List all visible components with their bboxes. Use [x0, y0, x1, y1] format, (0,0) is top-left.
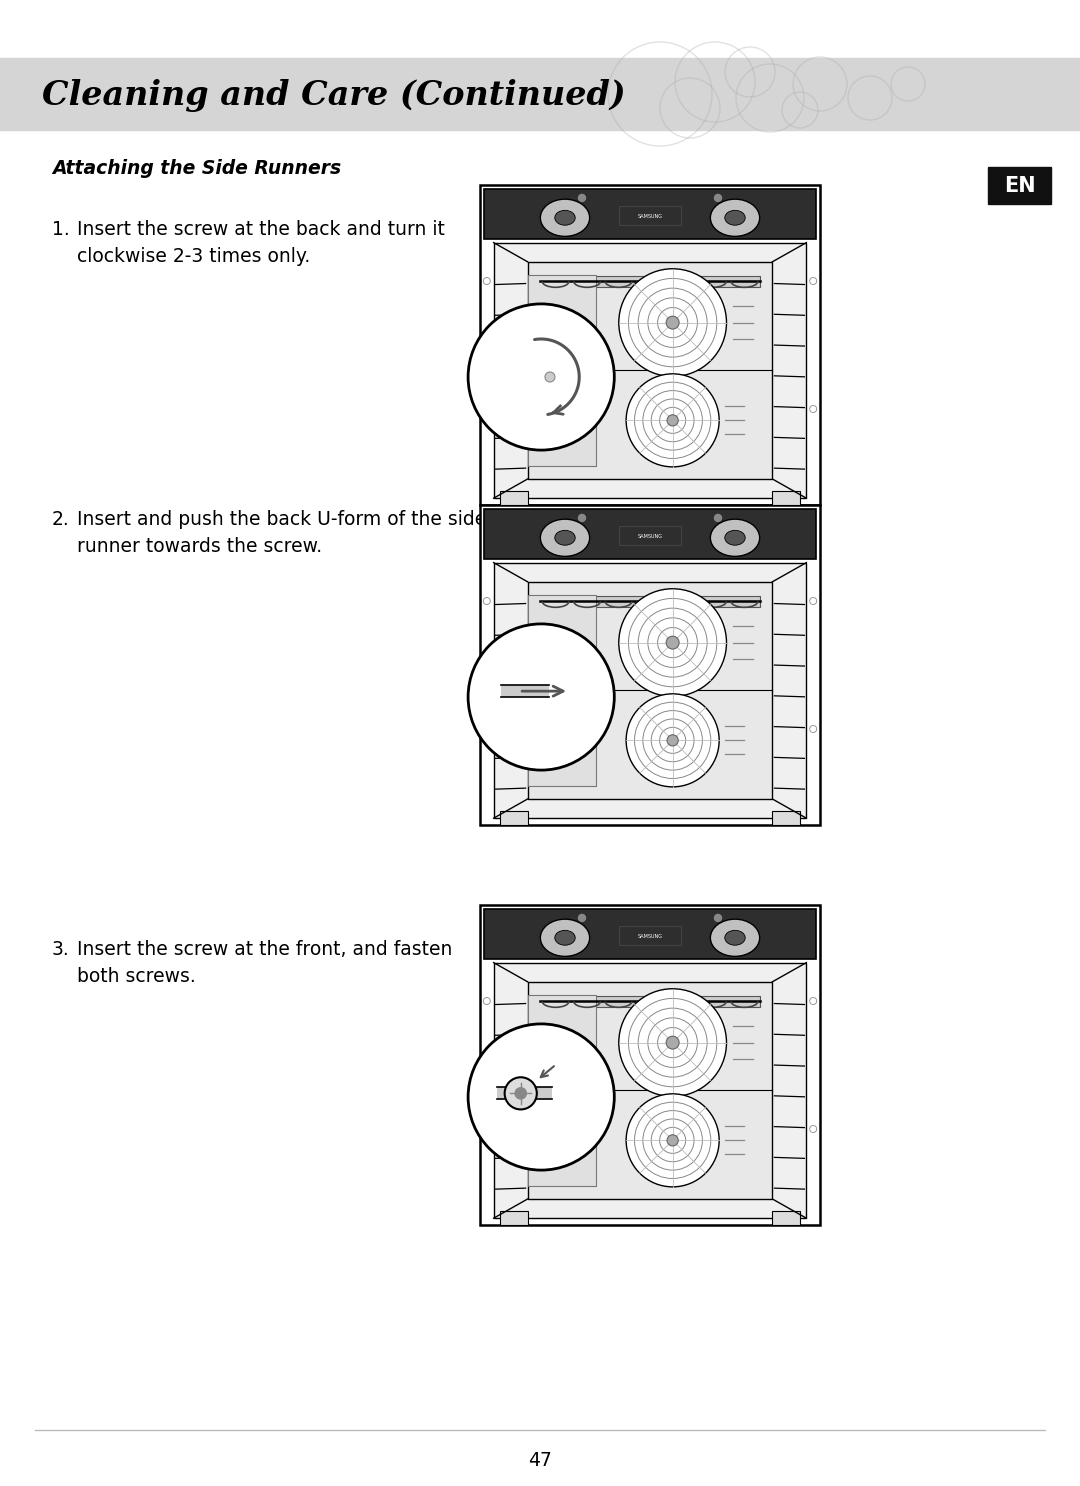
- Bar: [528, 994, 596, 1186]
- Circle shape: [666, 1036, 679, 1049]
- Ellipse shape: [711, 199, 759, 236]
- Circle shape: [810, 725, 816, 733]
- Circle shape: [666, 317, 679, 328]
- Bar: [500, 811, 528, 825]
- Circle shape: [715, 914, 721, 921]
- Circle shape: [468, 624, 615, 770]
- Text: 1.: 1.: [52, 220, 70, 239]
- Circle shape: [545, 372, 555, 382]
- Bar: [500, 1211, 528, 1224]
- Circle shape: [484, 597, 490, 605]
- Bar: [494, 963, 807, 1219]
- Bar: [620, 526, 680, 545]
- Bar: [540, 996, 760, 1008]
- Text: SAMSUNG: SAMSUNG: [637, 214, 662, 218]
- Text: Insert the screw at the back and turn it
clockwise 2-3 times only.: Insert the screw at the back and turn it…: [77, 220, 445, 266]
- Circle shape: [715, 514, 721, 522]
- Bar: [480, 184, 820, 505]
- Text: EN: EN: [1003, 175, 1036, 196]
- Circle shape: [666, 636, 679, 649]
- Text: SAMSUNG: SAMSUNG: [637, 933, 662, 939]
- Ellipse shape: [555, 531, 576, 545]
- Circle shape: [619, 988, 727, 1097]
- Circle shape: [810, 597, 816, 605]
- Bar: [528, 583, 772, 799]
- Circle shape: [579, 914, 585, 921]
- Bar: [528, 275, 596, 467]
- Bar: [988, 166, 1051, 204]
- Ellipse shape: [540, 519, 590, 556]
- Bar: [528, 982, 772, 1199]
- Bar: [494, 563, 807, 819]
- Circle shape: [626, 374, 719, 467]
- Bar: [540, 276, 760, 287]
- Text: 3.: 3.: [52, 941, 70, 958]
- Circle shape: [484, 1125, 490, 1132]
- Circle shape: [484, 997, 490, 1005]
- Bar: [494, 242, 807, 498]
- Circle shape: [810, 406, 816, 413]
- Bar: [484, 510, 816, 559]
- Bar: [480, 905, 820, 1224]
- Circle shape: [715, 195, 721, 202]
- Circle shape: [539, 1030, 564, 1055]
- Ellipse shape: [711, 920, 759, 957]
- Bar: [620, 926, 680, 945]
- Bar: [480, 505, 820, 825]
- Circle shape: [619, 588, 727, 697]
- Circle shape: [810, 278, 816, 284]
- Circle shape: [515, 1088, 526, 1100]
- Text: Attaching the Side Runners: Attaching the Side Runners: [52, 159, 341, 177]
- Bar: [0, 58, 1080, 129]
- Circle shape: [579, 195, 585, 202]
- Circle shape: [504, 1077, 537, 1110]
- Bar: [540, 596, 760, 606]
- Bar: [500, 492, 528, 505]
- Bar: [484, 909, 816, 958]
- Ellipse shape: [725, 930, 745, 945]
- Bar: [484, 189, 816, 239]
- Ellipse shape: [725, 531, 745, 545]
- Bar: [772, 492, 799, 505]
- Ellipse shape: [725, 211, 745, 226]
- Circle shape: [539, 311, 564, 334]
- Circle shape: [468, 1024, 615, 1169]
- Bar: [772, 1211, 799, 1224]
- Circle shape: [667, 1135, 678, 1146]
- Text: Insert and push the back U-form of the side
runner towards the screw.: Insert and push the back U-form of the s…: [77, 510, 486, 556]
- Text: 2.: 2.: [52, 510, 70, 529]
- Text: Cleaning and Care (Continued): Cleaning and Care (Continued): [42, 79, 625, 113]
- Ellipse shape: [555, 211, 576, 226]
- Circle shape: [667, 415, 678, 426]
- Circle shape: [468, 305, 615, 450]
- Circle shape: [484, 278, 490, 284]
- Bar: [528, 594, 596, 786]
- Circle shape: [810, 1125, 816, 1132]
- Ellipse shape: [555, 930, 576, 945]
- Circle shape: [484, 725, 490, 733]
- Circle shape: [539, 630, 564, 655]
- Bar: [501, 685, 549, 697]
- Bar: [497, 1088, 552, 1100]
- Circle shape: [484, 406, 490, 413]
- Circle shape: [579, 514, 585, 522]
- Text: SAMSUNG: SAMSUNG: [637, 533, 662, 539]
- Circle shape: [626, 1094, 719, 1187]
- Ellipse shape: [540, 920, 590, 957]
- Ellipse shape: [711, 519, 759, 556]
- Circle shape: [619, 269, 727, 376]
- FancyArrowPatch shape: [522, 687, 563, 695]
- Circle shape: [626, 694, 719, 788]
- Bar: [620, 207, 680, 226]
- Circle shape: [667, 734, 678, 746]
- Text: 47: 47: [528, 1450, 552, 1470]
- Bar: [528, 262, 772, 478]
- Circle shape: [810, 997, 816, 1005]
- Bar: [772, 811, 799, 825]
- Text: Insert the screw at the front, and fasten
both screws.: Insert the screw at the front, and faste…: [77, 941, 453, 985]
- Ellipse shape: [540, 199, 590, 236]
